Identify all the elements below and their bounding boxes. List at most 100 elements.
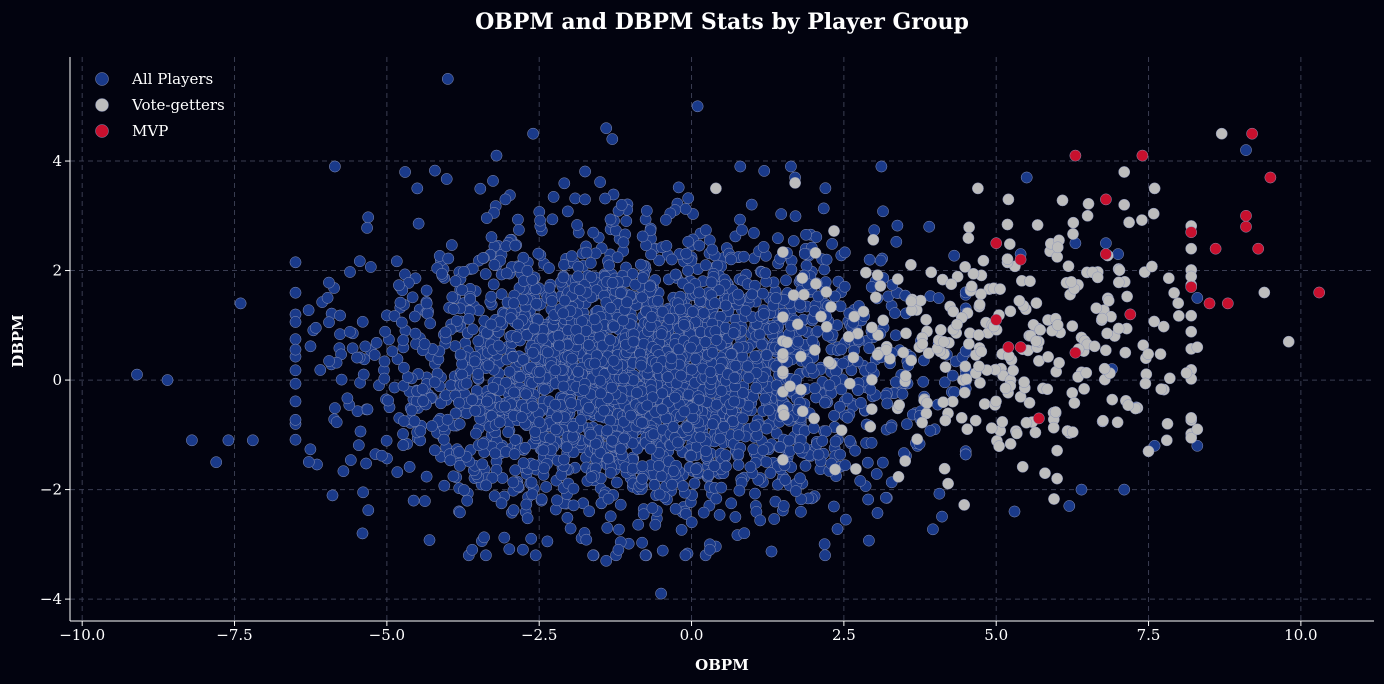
data-point (606, 133, 619, 145)
data-point (498, 400, 511, 413)
x-tick-label: 7.5 (1137, 626, 1161, 644)
data-point (499, 193, 512, 206)
data-point (351, 351, 363, 364)
data-point (780, 274, 792, 287)
data-point (354, 425, 367, 438)
data-point (874, 254, 887, 267)
data-point (1191, 292, 1204, 304)
data-point (481, 395, 493, 408)
data-point (424, 317, 437, 330)
data-point (1185, 281, 1198, 293)
data-point (996, 416, 1009, 428)
data-point (521, 264, 534, 277)
data-point (732, 459, 745, 471)
data-point (498, 531, 511, 544)
data-point (974, 377, 986, 389)
data-point (1065, 276, 1078, 288)
data-point (839, 246, 851, 259)
data-point (795, 505, 807, 518)
data-point (737, 250, 750, 263)
data-point (602, 452, 615, 465)
data-point (234, 297, 247, 310)
data-point (793, 442, 805, 454)
data-point (933, 487, 946, 500)
data-point (637, 508, 650, 521)
data-point (644, 224, 657, 237)
data-point (737, 387, 749, 399)
data-point (617, 236, 630, 249)
data-point (1203, 297, 1216, 310)
data-point (440, 173, 453, 185)
x-tick-label: 2.5 (832, 626, 856, 644)
data-point (302, 304, 315, 317)
data-point (877, 314, 890, 327)
data-point (1157, 320, 1170, 333)
data-point (549, 398, 562, 411)
data-point (428, 376, 441, 389)
data-point (749, 420, 761, 432)
data-point (608, 320, 620, 333)
data-point (1180, 367, 1193, 379)
data-point (1047, 421, 1060, 434)
data-point (725, 348, 738, 361)
data-point (1067, 216, 1080, 229)
data-point (1024, 275, 1036, 288)
data-point (398, 361, 410, 374)
data-point (667, 465, 680, 477)
data-point (911, 433, 924, 446)
data-point (601, 424, 614, 437)
data-point (1185, 226, 1198, 239)
data-point (1053, 356, 1065, 369)
data-point (482, 359, 495, 372)
data-point (948, 249, 961, 262)
data-point (614, 498, 627, 511)
data-point (485, 290, 498, 303)
y-tick-label: 2 (52, 262, 62, 280)
data-point (939, 414, 952, 427)
data-point (447, 470, 460, 483)
data-point (753, 328, 766, 341)
data-point (656, 305, 669, 318)
data-point (837, 357, 849, 370)
data-point (734, 213, 746, 226)
data-point (577, 384, 590, 396)
data-point (500, 267, 513, 280)
data-point (665, 253, 678, 266)
data-point (699, 259, 712, 271)
data-point (289, 377, 302, 390)
data-point (222, 434, 235, 447)
data-point (1010, 427, 1023, 440)
data-point (329, 402, 341, 414)
data-point (601, 522, 614, 534)
data-point (790, 485, 802, 497)
data-point (1014, 253, 1027, 266)
data-point (672, 181, 685, 194)
data-point (669, 391, 681, 404)
data-point (418, 338, 431, 350)
chart-title: OBPM and DBPM Stats by Player Group (475, 9, 969, 35)
data-point (529, 549, 542, 562)
data-point (390, 255, 403, 268)
data-point (480, 479, 492, 492)
data-point (532, 247, 545, 260)
data-point (697, 506, 710, 519)
data-point (951, 318, 963, 331)
data-point (829, 463, 841, 476)
data-point (951, 270, 964, 283)
data-point (617, 372, 630, 385)
data-point (854, 475, 867, 487)
data-point (975, 345, 988, 358)
data-point (1002, 341, 1015, 354)
data-point (375, 449, 388, 462)
data-point (618, 432, 630, 445)
data-point (636, 472, 649, 485)
data-point (1148, 182, 1161, 195)
data-point (420, 284, 433, 297)
data-point (710, 182, 722, 195)
data-point (718, 420, 730, 433)
data-point (990, 313, 1003, 326)
data-point (649, 518, 662, 531)
data-point (796, 272, 809, 284)
data-point (690, 463, 702, 476)
data-point (438, 479, 451, 492)
